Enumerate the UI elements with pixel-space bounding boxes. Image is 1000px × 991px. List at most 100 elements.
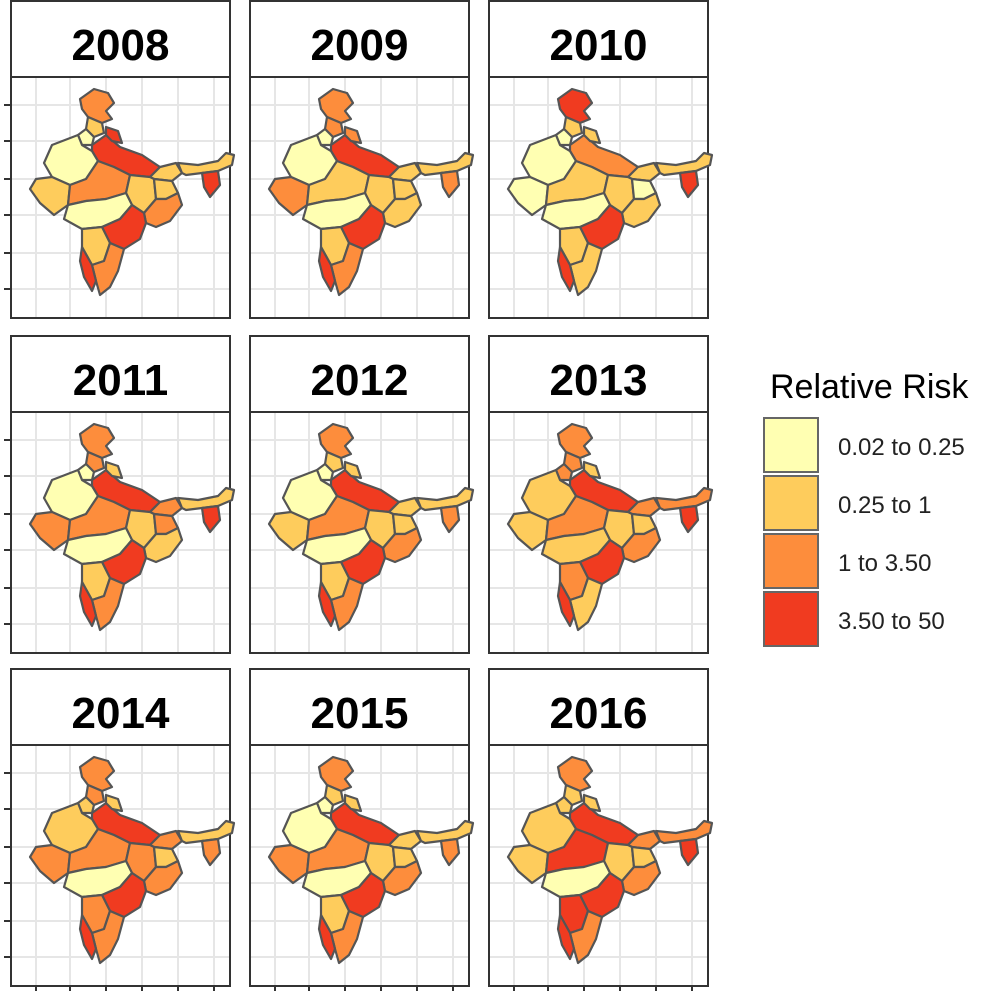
- region-7: [506, 175, 550, 217]
- region-16: [556, 913, 576, 961]
- legend-item: 0.25 to 1: [763, 475, 931, 531]
- region-17: [176, 819, 236, 845]
- region-18: [678, 169, 700, 199]
- india-map: [267, 87, 475, 297]
- map-panel-2011: 2011: [4, 335, 236, 654]
- map-panel-2013: 2013: [488, 335, 714, 654]
- legend-label: 0.02 to 0.25: [838, 434, 965, 461]
- india-map: [267, 755, 475, 965]
- region-0: [317, 755, 355, 793]
- region-7: [267, 175, 311, 217]
- region-16: [556, 245, 576, 293]
- region-17: [415, 151, 475, 177]
- region-4: [343, 125, 363, 145]
- region-0: [78, 422, 116, 460]
- map-panel-2012: 2012: [249, 335, 475, 654]
- region-4: [343, 793, 363, 813]
- region-16: [78, 580, 98, 628]
- region-2: [315, 127, 335, 147]
- legend-label: 3.50 to 50: [838, 608, 945, 635]
- region-4: [582, 125, 602, 145]
- region-7: [28, 510, 72, 552]
- region-15: [568, 576, 604, 632]
- legend-swatch: [763, 417, 819, 473]
- region-16: [317, 913, 337, 961]
- region-18: [439, 837, 461, 867]
- region-18: [678, 837, 700, 867]
- region-4: [343, 460, 363, 480]
- india-map: [267, 422, 475, 632]
- region-0: [78, 755, 116, 793]
- region-16: [78, 913, 98, 961]
- panel-year: 2011: [73, 356, 168, 405]
- panel-year: 2014: [72, 689, 170, 738]
- panel-year: 2010: [550, 21, 648, 70]
- region-4: [104, 793, 124, 813]
- region-2: [554, 127, 574, 147]
- region-4: [582, 793, 602, 813]
- map-panel-2010: 2010: [488, 0, 714, 319]
- region-17: [654, 819, 714, 845]
- panel-year: 2008: [72, 21, 170, 70]
- panel-title-strip: [10, 335, 231, 413]
- map-panel-2016: 2016: [488, 668, 714, 991]
- panel-year: 2013: [550, 356, 648, 405]
- legend: Relative Risk 0.02 to 0.25 0.25 to 1 1 t…: [763, 368, 969, 647]
- region-18: [200, 169, 222, 199]
- region-18: [439, 504, 461, 534]
- legend-swatch: [763, 475, 819, 531]
- india-map: [28, 87, 236, 297]
- map-panel-2014: 2014: [4, 668, 236, 991]
- region-17: [415, 819, 475, 845]
- legend-title: Relative Risk: [770, 368, 969, 406]
- region-7: [506, 510, 550, 552]
- region-12: [381, 526, 423, 564]
- region-15: [90, 909, 126, 965]
- region-17: [654, 486, 714, 512]
- legend-item: 3.50 to 50: [763, 591, 945, 647]
- region-7: [28, 175, 72, 217]
- region-17: [176, 151, 236, 177]
- panel-title-strip: [488, 668, 709, 746]
- region-16: [78, 245, 98, 293]
- legend-swatch: [763, 533, 819, 589]
- region-7: [506, 843, 550, 885]
- region-0: [317, 422, 355, 460]
- map-panel-2009: 2009: [249, 0, 475, 319]
- region-15: [329, 909, 365, 965]
- region-12: [620, 526, 662, 564]
- india-map: [28, 422, 236, 632]
- region-0: [556, 87, 594, 125]
- panel-year: 2009: [311, 21, 409, 70]
- panel-title-strip: [249, 0, 470, 78]
- region-12: [142, 859, 184, 897]
- region-2: [315, 462, 335, 482]
- region-7: [28, 843, 72, 885]
- region-2: [554, 795, 574, 815]
- region-17: [654, 151, 714, 177]
- region-2: [76, 127, 96, 147]
- panel-title-strip: [488, 335, 709, 413]
- panel-title-strip: [10, 0, 231, 78]
- region-12: [620, 191, 662, 229]
- region-2: [554, 462, 574, 482]
- region-18: [200, 837, 222, 867]
- india-map: [28, 755, 236, 965]
- region-0: [317, 87, 355, 125]
- region-2: [315, 795, 335, 815]
- region-16: [317, 245, 337, 293]
- region-0: [78, 87, 116, 125]
- region-4: [582, 460, 602, 480]
- legend-swatch: [763, 591, 819, 647]
- legend-item: 1 to 3.50: [763, 533, 931, 589]
- region-0: [556, 422, 594, 460]
- region-15: [90, 241, 126, 297]
- region-4: [104, 460, 124, 480]
- india-map: [506, 755, 714, 965]
- region-0: [556, 755, 594, 793]
- region-17: [415, 486, 475, 512]
- region-4: [104, 125, 124, 145]
- region-12: [381, 191, 423, 229]
- india-map: [506, 422, 714, 632]
